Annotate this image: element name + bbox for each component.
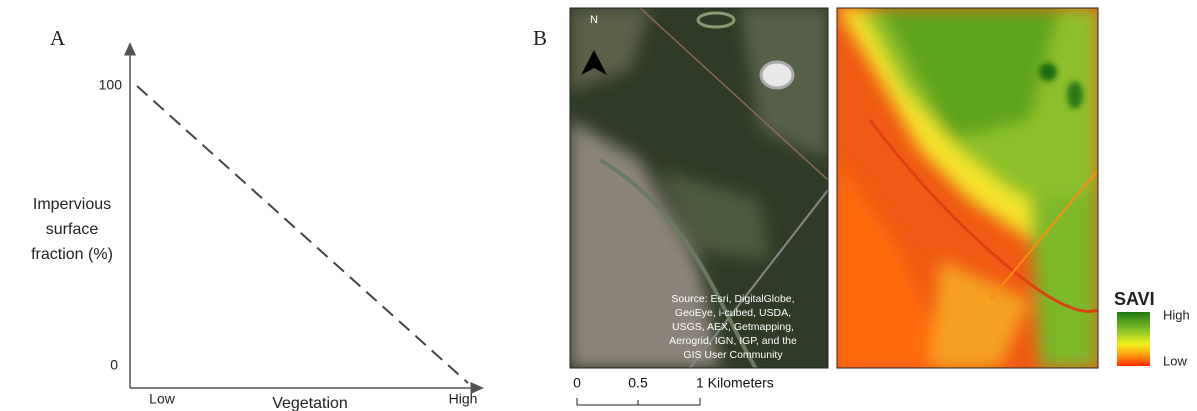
panel-label: A	[50, 26, 66, 50]
legend-label: Low	[1163, 353, 1187, 368]
scale-label: 0.5	[628, 375, 648, 391]
y-axis-label: Impervious	[33, 196, 111, 213]
y-axis-label: surface	[46, 221, 99, 238]
trend-line	[136, 85, 469, 384]
savi-image	[837, 8, 1098, 368]
attribution: GIS User Community	[683, 349, 783, 361]
x-tick-label: Low	[149, 391, 176, 407]
attribution: GeoEye, i-cubed, USDA,	[675, 307, 791, 319]
attribution: USGS, AEX, Getmapping,	[672, 321, 794, 333]
scale-bar	[576, 398, 701, 406]
image-frame	[836, 7, 1099, 369]
north-arrow	[581, 50, 607, 75]
scale-label: 1 Kilometers	[696, 375, 774, 391]
panel-label: B	[533, 26, 547, 50]
x-axis-label: Vegetation	[272, 395, 348, 411]
legend-title: SAVI	[1114, 289, 1155, 309]
satellite-image	[570, 8, 828, 368]
y-tick-label: 100	[99, 77, 123, 93]
north-label: N	[590, 14, 598, 26]
attribution: Aerogrid, IGN, IGP, and the	[669, 335, 797, 347]
scale-label: 0	[573, 375, 581, 391]
attribution: Source: Esri, DigitalGlobe,	[671, 293, 794, 305]
image-frame	[569, 7, 829, 369]
legend-label: High	[1163, 307, 1190, 322]
y-axis-label: fraction (%)	[31, 246, 113, 263]
legend-colorbar	[1117, 312, 1150, 366]
x-tick-label: High	[449, 391, 478, 407]
y-tick-label: 0	[110, 357, 118, 373]
